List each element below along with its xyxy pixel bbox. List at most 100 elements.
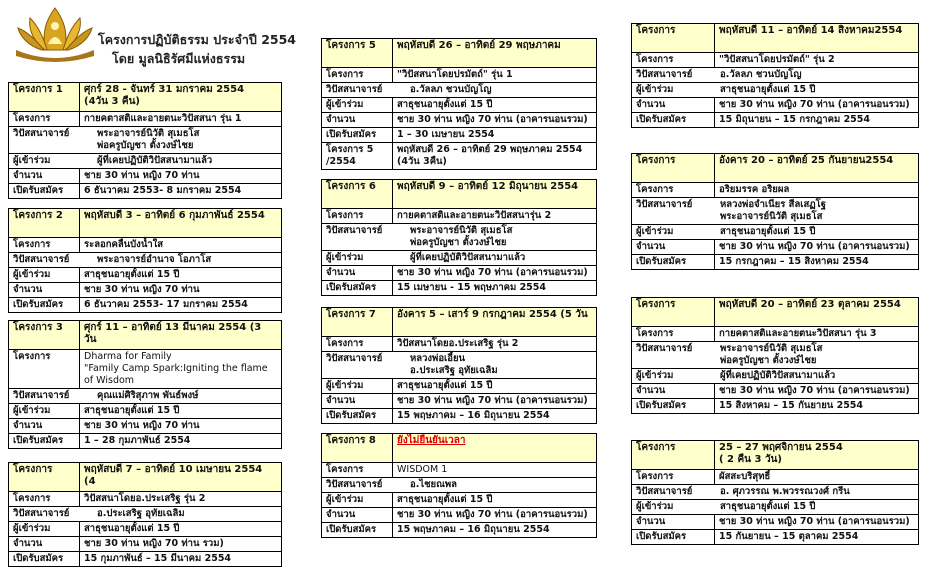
row-label: จำนวน — [321, 393, 393, 409]
cell-line: สาธุชนอายุตั้งแต่ 15 ปี — [397, 494, 493, 505]
cell-line: "Family Camp Spark:Igniting the flame of… — [84, 363, 268, 386]
row-value: "วิปัสสนาโดยปรมัตถ์" รุ่น 1 — [392, 67, 597, 83]
title-line-1: โครงการปฏิบัติธรรม ประจำปี 2554 — [98, 32, 297, 47]
cell-line: ยังไม่ยืนยันเวลา — [397, 435, 466, 446]
cell-line: ชาย 30 ท่าน หญิง 70 ท่าน (อาคารนอนรวม) — [397, 114, 588, 125]
table-row: เปิดรับสมัคร 1 – 30 เมษายน 2554 — [321, 127, 597, 143]
program-dates: พฤหัสบดี 26 – อาทิตย์ 29 พฤษภาคม — [392, 38, 597, 68]
row-spanning-cell: วิปัสสนาจารย์ พระอาจารย์นิวัติ สุเมธโส พ่อ… — [321, 223, 597, 251]
table-row: โครงการ วิปัสสนาโดยอ.ประเสริฐ รุ่น 2 — [8, 491, 282, 507]
cell-line: วิปัสสนาจารย์ หลวงพ่อจำเนียร สีลเสฏโฐ — [636, 199, 914, 211]
table-row: เปิดรับสมัคร 1 – 28 กุมภาพันธ์ 2554 — [8, 433, 282, 449]
program-dates: ศุกร์ 11 – อาทิตย์ 13 มีนาคม 2554 (3 วัน — [79, 320, 282, 350]
row-value: 15 มิถุนายน – 15 กรกฎาคม 2554 — [714, 112, 919, 128]
table-row: เปิดรับสมัคร 6 ธันวาคม 2553- 17 มกราคม 25… — [8, 297, 282, 313]
row-spanning-cell: วิปัสสนาจารย์ อ.ประเสริฐ อุทัยเฉลิม — [8, 506, 282, 522]
row-label: โครงการ — [321, 462, 393, 478]
program-table: โครงการ 3 ศุกร์ 11 – อาทิตย์ 13 มีนาคม 25… — [8, 320, 282, 449]
cell-line: 1 – 28 กุมภาพันธ์ 2554 — [84, 435, 191, 446]
row-spanning-cell: ผู้เข้าร่วม ผู้ที่เคยปฏิบัติวิปัสสนามาแล้… — [8, 153, 282, 169]
table-row: ผู้เข้าร่วม สาธุชนอายุตั้งแต่ 15 ปี — [321, 378, 597, 394]
row-label: เปิดรับสมัคร — [321, 522, 393, 538]
row-value: พฤหัสบดี 26 – อาทิตย์ 29 พฤษภาคม 2554 (4… — [392, 142, 597, 170]
row-label: โครงการ 5 /2554 — [321, 142, 393, 170]
table-row: ผู้เข้าร่วม สาธุชนอายุตั้งแต่ 15 ปี — [631, 499, 919, 515]
cell-line: ผู้เข้าร่วม ผู้ที่เคยปฏิบัติวิปัสสนามาแล้… — [13, 155, 277, 167]
row-label: โครงการ — [631, 52, 715, 68]
table-row: โครงการ กายคตาสติและอายตนะวิปัสสนารุ่น 2 — [321, 208, 597, 224]
row-label: โครงการ — [631, 326, 715, 342]
program-number: โครงการ 8 — [321, 433, 393, 463]
row-value: 15 กันยายน – 15 ตุลาคม 2554 — [714, 529, 919, 545]
table-row: จำนวน ชาย 30 ท่าน หญิง 70 ท่าน (อาคารนอนร… — [631, 383, 919, 399]
cell-line: กายคตาสติและอายตนะวิปัสสนา รุ่น 3 — [719, 328, 877, 339]
cell-line: ชาย 30 ท่าน หญิง 70 ท่าน (อาคารนอนรวม) — [719, 516, 910, 527]
row-label: วิปัสสนาจารย์ — [13, 128, 70, 139]
cell-line: ชาย 30 ท่าน หญิง 70 ท่าน (อาคารนอนรวม) — [719, 241, 910, 252]
cell-line: สาธุชนอายุตั้งแต่ 15 ปี — [84, 405, 180, 416]
table-header-row: โครงการ 2 พฤหัสบดี 3 – อาทิตย์ 6 กุมภาพัน… — [8, 208, 282, 238]
table-row: ผู้เข้าร่วม ผู้ที่เคยปฏิบัติวิปัสสนามาแล้… — [631, 368, 919, 384]
table-row: ผู้เข้าร่วม ผู้ที่เคยปฏิบัติวิปัสสนามาแล้… — [321, 250, 597, 266]
program-table: โครงการ อังคาร 20 – อาทิตย์ 25 กันยายน255… — [631, 153, 919, 270]
cell-line: ชาย 30 ท่าน หญิง 70 ท่าน (อาคารนอนรวม) — [397, 509, 588, 520]
cell-line: 1 – 30 เมษายน 2554 — [397, 129, 495, 140]
row-label: โครงการ — [321, 208, 393, 224]
cell-line: พ่อครูบัญชา ตั้งวงษ์ไชย — [326, 237, 592, 249]
row-label: โครงการ — [631, 182, 715, 198]
row-label: เปิดรับสมัคร — [631, 529, 715, 545]
table-row: เปิดรับสมัคร 15 เมษายน - 15 พฤษภาคม 2554 — [321, 280, 597, 296]
cell-line: พฤหัสบดี 3 – อาทิตย์ 6 กุมภาพันธ์ 2554 — [84, 210, 265, 221]
row-value: 6 ธันวาคม 2553- 17 มกราคม 2554 — [79, 297, 282, 313]
cell-line: วิปัสสนาจารย์ พระอาจารย์นิวัติ สุเมธโส — [13, 128, 277, 140]
table-row: ผู้เข้าร่วม ผู้ที่เคยปฏิบัติวิปัสสนามาแล้… — [8, 153, 282, 169]
cell-line: 15 กันยายน – 15 ตุลาคม 2554 — [719, 531, 859, 542]
row-label: เปิดรับสมัคร — [8, 551, 80, 567]
row-value: 1 – 28 กุมภาพันธ์ 2554 — [79, 433, 282, 449]
row-value: ผู้ที่เคยปฏิบัติวิปัสสนามาแล้ว — [410, 252, 526, 263]
row-label: วิปัสสนาจารย์ — [326, 225, 383, 236]
row-label: เปิดรับสมัคร — [631, 254, 715, 270]
cell-line: วิปัสสนาจารย์ พระอาจารย์นิวัติ สุเมธโส — [326, 225, 592, 237]
cell-line: ชาย 30 ท่าน หญิง 70 ท่าน — [84, 420, 200, 431]
cell-line: ชาย 30 ท่าน หญิง 70 ท่าน (อาคารนอนรวม) — [719, 99, 910, 110]
row-label: โครงการ — [321, 67, 393, 83]
row-value: ชาย 30 ท่าน หญิง 70 ท่าน (อาคารนอนรวม) — [714, 97, 919, 113]
row-value: พระอาจารย์นิวัติ สุเมธโส — [720, 211, 823, 222]
cell-line: สาธุชนอายุตั้งแต่ 15 ปี — [397, 380, 493, 391]
cell-line: 15 กุมภาพันธ์ – 15 มีนาคม 2554 — [84, 553, 232, 564]
row-label: วิปัสสนาจารย์ — [326, 479, 383, 490]
table-row: โครงการ WISDOM 1 — [321, 462, 597, 478]
table-row: ผู้เข้าร่วม สาธุชนอายุตั้งแต่ 15 ปี — [8, 403, 282, 419]
program-table: โครงการ 8 ยังไม่ยืนยันเวลาโครงการ WISDOM 1… — [321, 433, 597, 538]
row-value: 15 พฤษภาคม – 16 มิถุนายน 2554 — [392, 522, 597, 538]
row-value: หลวงพ่อจำเนียร สีลเสฏโฐ — [720, 199, 827, 210]
table-row: โครงการ กายคตาสติและอายตนะวิปัสสนา รุ่น 1 — [8, 111, 282, 127]
cell-line: ผู้เข้าร่วม ผู้ที่เคยปฏิบัติวิปัสสนามาแล้… — [326, 252, 592, 264]
row-label: วิปัสสนาจารย์ — [326, 353, 383, 364]
row-value: อริยมรรค อริยผล — [714, 182, 919, 198]
row-label: ผู้เข้าร่วม — [636, 501, 674, 512]
foundation-logo — [16, 7, 94, 62]
cell-line: อริยมรรค อริยผล — [719, 184, 790, 195]
row-value: อ.ประเสริฐ อุทัยเฉลิม — [410, 365, 498, 376]
table-row: เปิดรับสมัคร 15 กรกฎาคม – 15 สิงหาคม 2554 — [631, 254, 919, 270]
table-row: วิปัสสนาจารย์ คุณแม่ศิริสุภาพ พันธ์พงษ์ — [8, 388, 282, 404]
program-dates: ยังไม่ยืนยันเวลา — [392, 433, 597, 463]
row-value: 15 สิงหาคม – 15 กันยายน 2554 — [714, 398, 919, 414]
row-value: ผู้ที่เคยปฏิบัติวิปัสสนามาแล้ว — [720, 370, 836, 381]
cell-line: วิปัสสนาจารย์ พระอาจารย์อำนาจ โอภาโส — [13, 254, 277, 266]
cell-line: พฤหัสบดี 26 – อาทิตย์ 29 พฤษภาคม 2554 (4… — [397, 144, 583, 167]
cell-line: ชาย 30 ท่าน หญิง 70 ท่าน (อาคารนอนรวม) — [397, 267, 588, 278]
cell-line: วิปัสสนาจารย์ อ.ประเสริฐ อุทัยเฉลิม — [13, 508, 277, 520]
cell-line: วิปัสสนาจารย์ พระอาจารย์นิวัติ สุเมธโส — [636, 343, 914, 355]
row-value: อ.ประเสริฐ อุทัยเฉลิม — [97, 508, 185, 519]
row-value: Dharma for Family "Family Camp Spark:Igni… — [79, 349, 282, 389]
cell-line: ผู้เข้าร่วม สาธุชนอายุตั้งแต่ 15 ปี — [636, 226, 914, 238]
cell-line: ชาย 30 ท่าน หญิง 70 ท่าน (อาคารนอนรวม) — [719, 385, 910, 396]
table-row: โครงการ 5 /2554 พฤหัสบดี 26 – อาทิตย์ 29 … — [321, 142, 597, 170]
program-number: โครงการ 6 — [321, 179, 393, 209]
row-value: ผู้ที่เคยปฏิบัติวิปัสสนามาแล้ว — [97, 155, 213, 166]
table-row: โครงการ Dharma for Family "Family Camp Spa… — [8, 349, 282, 389]
cell-line: 15 กรกฎาคม – 15 สิงหาคม 2554 — [719, 256, 869, 267]
